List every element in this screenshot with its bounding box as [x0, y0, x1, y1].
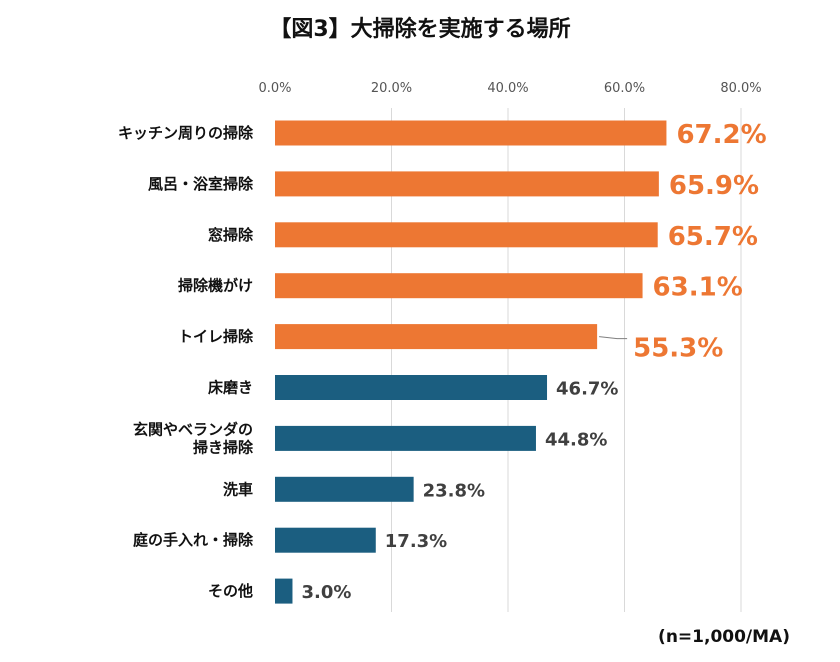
bar [275, 273, 643, 299]
value-label: 65.9% [669, 171, 759, 201]
bar [275, 120, 667, 146]
value-label: 67.2% [676, 120, 766, 150]
bar [275, 222, 658, 248]
value-label: 63.1% [653, 273, 743, 303]
value-label: 23.8% [423, 480, 485, 501]
bar [275, 375, 548, 400]
bar [275, 476, 414, 502]
category-label: 玄関やベランダの [133, 420, 253, 438]
value-label: 17.3% [385, 531, 447, 552]
value-label: 46.7% [556, 379, 618, 400]
category-label: 窓掃除 [208, 226, 254, 244]
value-label: 55.3% [633, 334, 723, 364]
value-label: 65.7% [668, 222, 758, 252]
x-tick-label: 60.0% [604, 81, 645, 96]
leader-line [599, 336, 628, 340]
category-label: 庭の手入れ・掃除 [133, 531, 254, 549]
bar [275, 578, 293, 604]
bars [275, 120, 667, 604]
bar [275, 527, 376, 553]
category-label: トイレ掃除 [178, 328, 254, 346]
bar [275, 425, 536, 451]
value-labels: 67.2% 65.9% 65.7% 63.1% 55.3% 46.7% 44.8% 23.8%… [301, 120, 766, 603]
value-label: 3.0% [301, 582, 351, 603]
sample-note: (n=1,000/MA) [658, 627, 790, 647]
category-label: キッチン周りの掃除 [118, 124, 254, 142]
category-label: 掃除機がけ [178, 277, 253, 295]
category-label: 風呂・浴室掃除 [148, 175, 254, 193]
x-tick-label: 20.0% [371, 81, 412, 96]
x-axis-ticks: 0.0% 20.0% 40.0% 60.0% 80.0% [258, 81, 761, 96]
bar [275, 171, 659, 197]
x-tick-label: 80.0% [720, 81, 761, 96]
category-label: 床磨き [208, 379, 253, 397]
value-label: 44.8% [545, 429, 607, 450]
category-labels: キッチン周りの掃除風呂・浴室掃除窓掃除掃除機がけトイレ掃除床磨き玄関やベランダの… [118, 124, 254, 600]
category-label: 掃き掃除 [193, 438, 254, 456]
category-label: その他 [208, 582, 253, 600]
x-tick-label: 0.0% [258, 81, 291, 96]
x-tick-label: 40.0% [487, 81, 528, 96]
chart-title: 【図3】大掃除を実施する場所 [269, 16, 570, 42]
bar [275, 324, 598, 350]
category-label: 洗車 [223, 480, 253, 498]
